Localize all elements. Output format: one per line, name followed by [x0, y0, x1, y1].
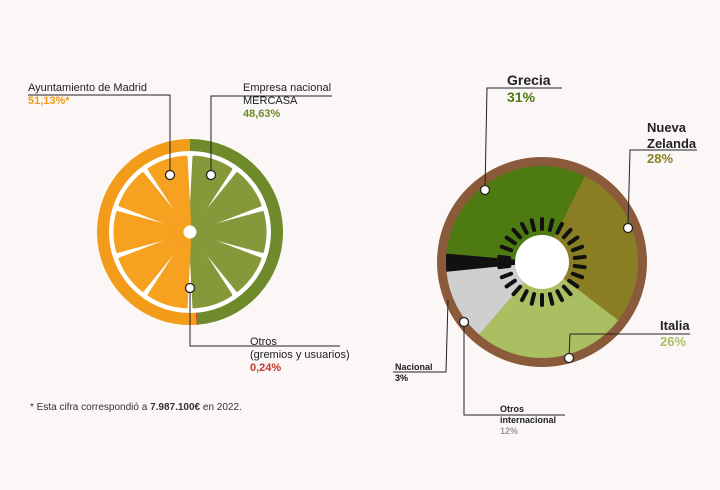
seed	[555, 221, 564, 235]
footnote-amount: 7.987.100€	[150, 402, 201, 413]
leader-line	[393, 299, 449, 373]
seed	[504, 235, 517, 246]
value-label: 3%	[395, 372, 409, 383]
value-label: 31%	[507, 88, 536, 105]
footnote: * Esta cifra correspondió a 7.987.100€ e…	[30, 402, 242, 413]
seed	[570, 244, 585, 253]
seed	[497, 263, 512, 270]
leader-dot	[563, 352, 575, 364]
footnote-text: en 2022.	[200, 402, 242, 413]
value-label: 28%	[647, 151, 674, 167]
pie-slice	[446, 262, 542, 335]
leader-dot	[458, 316, 470, 328]
seed	[511, 284, 523, 297]
label: Nueva Zelanda 28%	[647, 120, 712, 167]
value-label: 26%	[660, 333, 687, 349]
leader-dot	[164, 169, 176, 181]
segment	[193, 172, 262, 231]
seed	[561, 227, 573, 240]
label: Otros internacional 12%	[500, 404, 562, 436]
seed	[570, 271, 585, 280]
label: Nacional 3%	[395, 362, 445, 384]
pie-slice	[446, 253, 542, 272]
seed	[567, 235, 580, 246]
label: Otros (gremios y usuarios) 0,24%	[250, 336, 370, 376]
annotation: (gremios y usuarios)	[250, 349, 350, 362]
value-label: 12%	[500, 425, 519, 436]
seed	[497, 254, 512, 261]
category-name: Nueva Zelanda	[647, 120, 697, 151]
segment	[147, 237, 192, 309]
segment	[147, 155, 192, 227]
seed	[572, 263, 587, 270]
leader-dot	[184, 282, 196, 294]
segment	[196, 211, 267, 253]
category-name: Nacional	[395, 362, 433, 372]
leader-line	[627, 149, 697, 229]
leader-line	[568, 333, 690, 359]
seed	[511, 227, 523, 240]
segment	[188, 237, 233, 309]
seed	[555, 289, 564, 303]
footnote-text: * Esta cifra correspondió a	[30, 402, 151, 413]
label: Ayuntamiento de Madrid 51,13%*	[28, 82, 178, 108]
seed	[499, 271, 514, 280]
value-label: 0,24%	[250, 362, 282, 375]
seed	[567, 278, 580, 289]
category-name: Grecia	[507, 72, 551, 88]
seed	[520, 289, 529, 303]
leader-line	[484, 87, 562, 191]
seed	[520, 221, 529, 235]
seed	[529, 292, 537, 306]
value-label: 51,13%*	[28, 95, 70, 108]
category-name: Empresa nacional MERCASA	[243, 82, 332, 108]
category-name: Italia	[660, 318, 690, 333]
seed	[529, 218, 537, 232]
label: Grecia 31%	[507, 72, 577, 106]
leader-line	[189, 288, 340, 347]
leader-line	[210, 95, 332, 175]
leader-line	[463, 322, 565, 416]
leader-line	[28, 94, 171, 175]
segment	[113, 211, 184, 253]
seed	[499, 244, 514, 253]
seed	[504, 278, 517, 289]
seed	[561, 284, 573, 297]
leader-dot	[205, 169, 217, 181]
label: Empresa nacional MERCASA 48,63%	[243, 82, 343, 122]
leader-dot	[622, 222, 634, 234]
pie-slice	[542, 176, 638, 321]
value-label: 48,63%	[243, 108, 281, 121]
category-name: Otros internacional	[500, 404, 557, 425]
segment	[193, 233, 262, 292]
kiwi-core	[515, 235, 569, 289]
category-name: Ayuntamiento de Madrid	[28, 82, 148, 94]
leader-dot	[479, 184, 491, 196]
category-name: Otros	[250, 336, 277, 348]
segment	[118, 233, 187, 292]
segment	[118, 172, 187, 231]
seed	[547, 218, 555, 232]
seed	[547, 292, 555, 306]
segment	[188, 155, 233, 227]
seed	[572, 254, 587, 261]
label: Italia 26%	[660, 318, 710, 349]
